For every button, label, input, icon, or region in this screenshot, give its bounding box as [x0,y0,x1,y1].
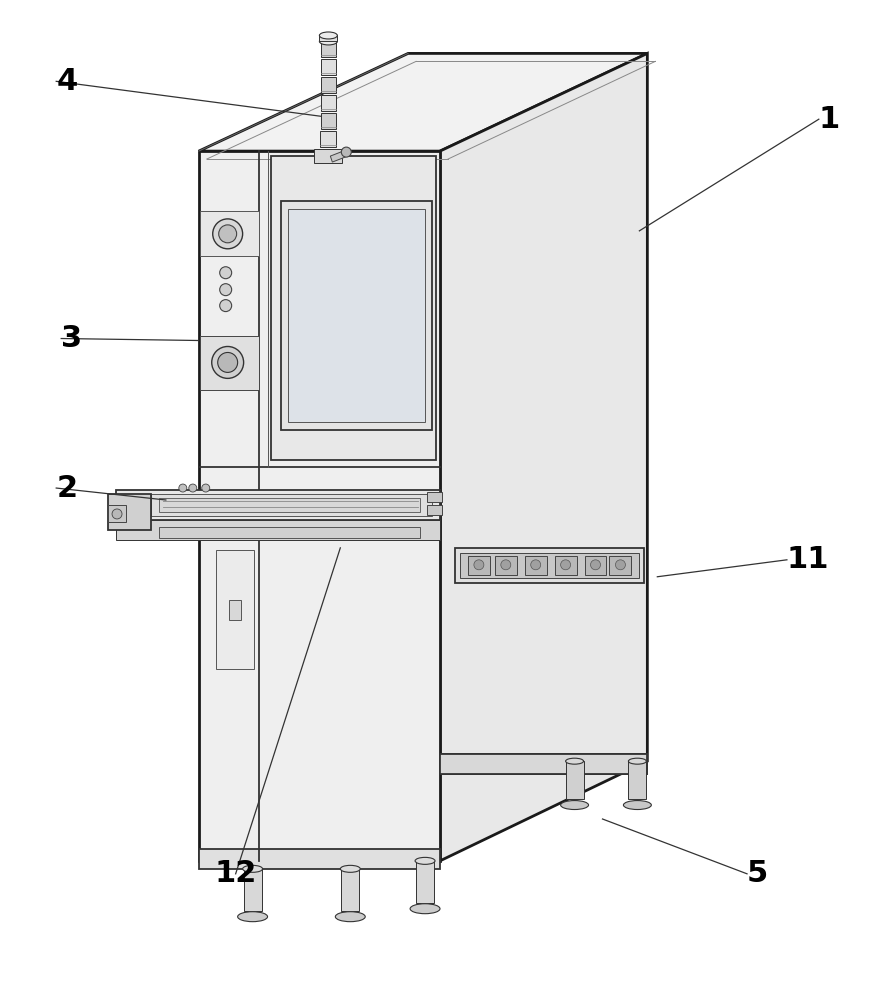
Polygon shape [289,209,425,422]
Circle shape [474,560,484,570]
Polygon shape [200,336,259,390]
Circle shape [531,560,540,570]
Polygon shape [320,35,337,41]
Ellipse shape [238,912,268,922]
Polygon shape [455,548,645,583]
Circle shape [220,267,231,279]
Circle shape [189,484,197,492]
Polygon shape [108,494,151,530]
Polygon shape [108,505,126,522]
Polygon shape [199,151,440,861]
Polygon shape [566,761,584,799]
Polygon shape [440,754,647,774]
Polygon shape [116,490,440,520]
Ellipse shape [340,865,360,872]
Circle shape [342,147,351,157]
Text: 12: 12 [215,859,257,888]
Circle shape [112,509,122,519]
Circle shape [501,560,510,570]
Circle shape [561,560,570,570]
Polygon shape [427,505,442,515]
Circle shape [220,300,231,312]
Circle shape [219,225,237,243]
Circle shape [220,284,231,296]
Ellipse shape [320,32,337,39]
Circle shape [212,346,244,378]
Polygon shape [585,556,607,575]
Circle shape [218,352,238,372]
Text: 5: 5 [747,859,768,888]
Circle shape [591,560,600,570]
Polygon shape [321,95,336,111]
Text: 3: 3 [61,324,82,353]
Ellipse shape [243,865,262,872]
Polygon shape [440,754,647,774]
Circle shape [201,484,210,492]
Polygon shape [629,761,646,799]
Text: 4: 4 [57,67,78,96]
Polygon shape [199,53,647,151]
Ellipse shape [320,38,337,45]
Polygon shape [342,869,359,911]
Polygon shape [116,520,440,540]
Polygon shape [321,77,336,93]
Polygon shape [281,201,432,430]
Polygon shape [215,550,253,669]
Polygon shape [270,156,436,460]
Polygon shape [321,113,336,129]
Polygon shape [427,492,442,502]
Text: 2: 2 [57,474,78,503]
Circle shape [615,560,625,570]
Ellipse shape [561,801,589,810]
Polygon shape [440,53,647,861]
Polygon shape [494,556,517,575]
Polygon shape [244,869,261,911]
Ellipse shape [336,912,366,922]
Ellipse shape [415,857,435,864]
Polygon shape [460,553,639,578]
Polygon shape [416,861,434,903]
Polygon shape [321,41,336,57]
Polygon shape [200,211,259,256]
Polygon shape [555,556,577,575]
Ellipse shape [623,801,652,810]
Polygon shape [609,556,631,575]
Polygon shape [159,527,420,538]
Polygon shape [525,556,547,575]
Ellipse shape [410,904,440,914]
Text: 11: 11 [787,545,829,574]
Circle shape [213,219,243,249]
Polygon shape [321,131,336,147]
Polygon shape [314,149,343,163]
Polygon shape [229,600,241,620]
Polygon shape [159,498,420,512]
Ellipse shape [629,758,646,764]
Circle shape [179,484,187,492]
Ellipse shape [566,758,584,764]
Text: 1: 1 [819,105,840,134]
Polygon shape [321,59,336,75]
Polygon shape [468,556,490,575]
Polygon shape [199,849,440,869]
Polygon shape [151,494,432,516]
Polygon shape [330,149,351,162]
